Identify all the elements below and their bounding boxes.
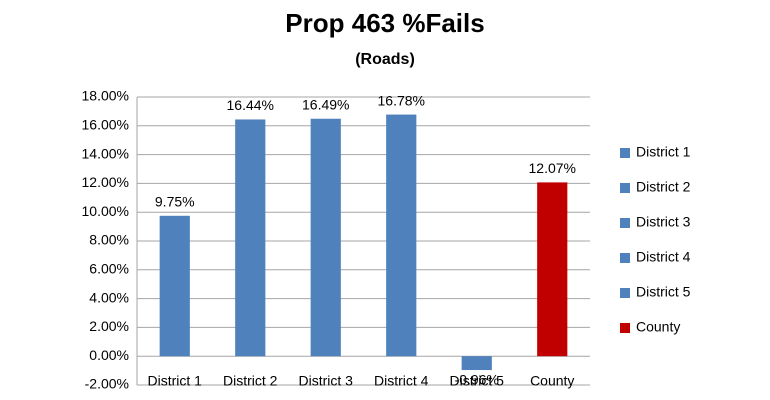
legend-label: District 3 [636,214,691,230]
legend-swatch [620,323,630,333]
y-tick-label: 16.00% [82,117,129,133]
data-label: -0.96% [455,372,499,388]
x-tick-label: District 2 [223,373,278,389]
data-label: 16.44% [227,97,274,113]
legend-swatch [620,148,630,158]
chart-title: Prop 463 %Fails [285,8,484,38]
bar [386,114,417,357]
data-label: 9.75% [155,194,195,210]
x-tick-label: District 4 [374,373,429,389]
x-tick-label: District 3 [299,373,354,389]
legend-swatch [620,183,630,193]
y-tick-label: 8.00% [89,232,129,248]
x-tick-label: County [530,373,574,389]
y-tick-label: 0.00% [89,347,129,363]
y-tick-label: -2.00% [85,376,129,392]
y-tick-label: 10.00% [82,203,129,219]
y-tick-label: 14.00% [82,145,129,161]
bar [310,118,341,357]
legend-label: County [636,319,680,335]
y-tick-label: 4.00% [89,289,129,305]
legend-swatch [620,253,630,263]
data-label: 16.49% [302,96,349,112]
y-tick-label: 6.00% [89,261,129,277]
legend-label: District 2 [636,179,691,195]
chart-subtitle: (Roads) [355,51,415,68]
y-tick-label: 18.00% [82,88,129,104]
x-tick-label: District 1 [148,373,203,389]
y-tick-label: 2.00% [89,318,129,334]
bar [159,215,190,357]
y-tick-label: 12.00% [82,174,129,190]
bar [537,182,568,357]
x-tick-label: District 5 [450,373,505,389]
data-label: 16.78% [378,92,425,108]
data-label: 12.07% [529,160,576,176]
legend-label: District 4 [636,249,691,265]
bar [461,356,492,371]
bar [235,119,266,357]
legend-label: District 5 [636,284,691,300]
legend-swatch [620,218,630,228]
legend-swatch [620,288,630,298]
legend-label: District 1 [636,144,691,160]
